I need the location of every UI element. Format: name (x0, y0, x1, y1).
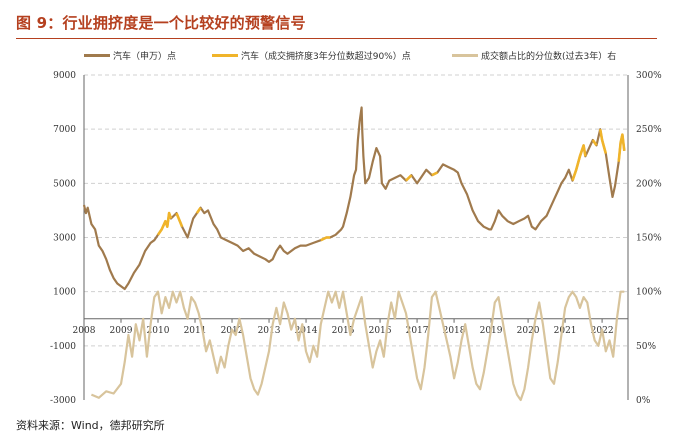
source-note: 资料来源：Wind，德邦研究所 (16, 419, 165, 432)
legend-label-crowded: 汽车（成交拥挤度3年分位数超过90%）点 (241, 52, 411, 62)
x-tick-label: 2016 (369, 326, 392, 336)
x-tick-label: 2014 (295, 326, 318, 336)
legend-swatch-price (84, 54, 110, 57)
series-crowded-group (156, 128, 626, 242)
legend-item-share: 成交额占比的分位数(过去3年）右 (452, 49, 616, 62)
grid-lines (84, 74, 628, 347)
series-crowded-segment (571, 144, 587, 182)
series-crowded-segment (617, 133, 626, 162)
series-crowded-segment (598, 128, 608, 154)
y-axis-left-labels: 9000 7000 5000 3000 1000 -1000 -3000 (50, 71, 76, 406)
series-crowded-segment (320, 236, 331, 242)
y-left-tick-label: 1000 (53, 288, 76, 298)
x-tick-label: 2011 (184, 326, 207, 336)
y-left-tick-label: -1000 (50, 342, 76, 352)
legend-swatch-share (452, 54, 478, 57)
y-right-tick-label: 0% (636, 396, 651, 406)
y-left-tick-label: 7000 (53, 125, 76, 135)
x-tick-label: 2010 (147, 326, 170, 336)
x-tick-label: 2008 (73, 326, 96, 336)
legend-label-share: 成交额占比的分位数(过去3年）右 (481, 52, 617, 62)
series-crowded-segment (431, 171, 438, 177)
x-tick-label: 2013 (258, 326, 281, 336)
legend-item-crowded: 汽车（成交拥挤度3年分位数超过90%）点 (212, 49, 411, 62)
series-share-group (90, 290, 625, 402)
chart-title: 图 9：行业拥挤度是一个比较好的预警信号 (16, 14, 306, 32)
y-right-tick-label: 150% (636, 234, 662, 244)
series-price-group (82, 106, 626, 291)
x-tick-label: 2009 (110, 326, 133, 336)
y-left-tick-label: -3000 (50, 396, 76, 406)
y-left-tick-label: 9000 (53, 71, 76, 81)
series-crowded-segment (156, 211, 173, 236)
chart-legend: 汽车（申万）点 汽车（成交拥挤度3年分位数超过90%）点 成交额占比的分位数(过… (0, 49, 673, 67)
x-tick-label: 2021 (554, 326, 577, 336)
series-price-line (82, 106, 626, 291)
y-right-tick-label: 50% (636, 342, 656, 352)
y-left-tick-label: 5000 (53, 179, 76, 189)
series-crowded-segment (405, 174, 413, 182)
y-right-tick-label: 300% (636, 71, 662, 81)
y-right-tick-label: 250% (636, 125, 662, 135)
x-tick-label: 2015 (332, 326, 355, 336)
series-crowded-segment (591, 139, 598, 147)
series-crowded-segment (175, 212, 184, 228)
y-right-tick-label: 100% (636, 288, 662, 298)
series-share-line (90, 290, 625, 402)
title-divider (16, 38, 657, 39)
legend-item-price: 汽车（申万）点 (84, 49, 176, 62)
x-tick-label: 2018 (443, 326, 466, 336)
x-tick-label: 2017 (406, 326, 429, 336)
y-right-tick-label: 200% (636, 179, 662, 189)
y-axis-right-labels: 300% 250% 200% 150% 100% 50% 0% (636, 71, 662, 406)
series-crowded-segment (195, 206, 202, 214)
y-left-tick-label: 3000 (53, 234, 76, 244)
x-tick-label: 2020 (517, 326, 540, 336)
legend-label-price: 汽车（申万）点 (113, 52, 177, 62)
legend-swatch-crowded (212, 54, 238, 57)
